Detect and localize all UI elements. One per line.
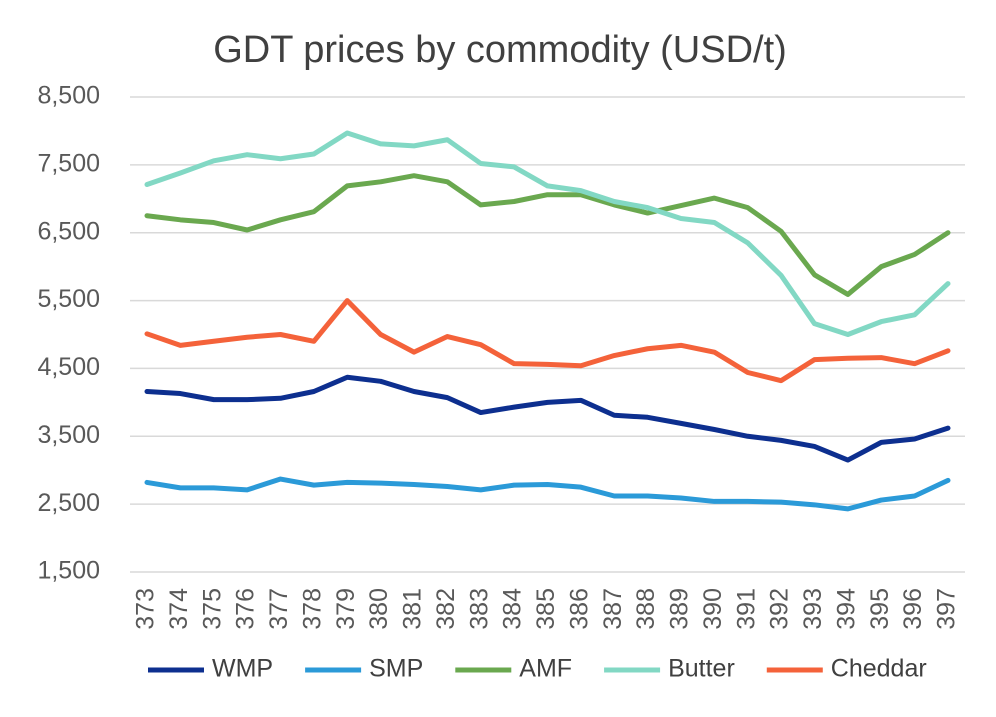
legend-label: WMP [212, 655, 273, 683]
x-tick-label: 389 [666, 588, 694, 630]
y-tick-label: 8,500 [37, 82, 100, 110]
y-tick-label: 2,500 [37, 489, 100, 517]
x-tick-label: 392 [766, 588, 794, 630]
chart-title: GDT prices by commodity (USD/t) [213, 29, 787, 71]
legend-label: Cheddar [831, 655, 927, 683]
x-tick-label: 376 [232, 588, 260, 630]
x-tick-label: 378 [298, 588, 326, 630]
y-tick-label: 6,500 [37, 217, 100, 245]
x-tick-label: 373 [132, 588, 160, 630]
x-tick-label: 395 [866, 588, 894, 630]
x-tick-label: 394 [832, 588, 860, 630]
x-tick-label: 397 [933, 588, 961, 630]
x-tick-label: 396 [899, 588, 927, 630]
y-tick-label: 3,500 [37, 421, 100, 449]
x-tick-label: 386 [565, 588, 593, 630]
x-tick-label: 379 [332, 588, 360, 630]
legend-label: SMP [369, 655, 423, 683]
x-tick-label: 381 [399, 588, 427, 630]
series-line [144, 476, 951, 512]
x-tick-label: 383 [465, 588, 493, 630]
y-tick-label: 7,500 [37, 149, 100, 177]
x-tick-label: 390 [699, 588, 727, 630]
x-tick-label: 393 [799, 588, 827, 630]
x-tick-label: 391 [732, 588, 760, 630]
series-line [144, 374, 951, 463]
legend-label: Butter [668, 655, 735, 683]
series-line [144, 173, 951, 297]
x-tick-label: 384 [499, 588, 527, 630]
x-tick-label: 385 [532, 588, 560, 630]
x-tick-label: 388 [632, 588, 660, 630]
y-tick-label: 1,500 [37, 557, 100, 585]
y-tick-label: 4,500 [37, 353, 100, 381]
x-tick-label: 380 [365, 588, 393, 630]
x-tick-label: 374 [165, 588, 193, 630]
x-tick-label: 387 [599, 588, 627, 630]
x-tick-label: 377 [265, 588, 293, 630]
y-tick-label: 5,500 [37, 285, 100, 313]
series-line [144, 130, 951, 337]
x-tick-label: 382 [432, 588, 460, 630]
legend-label: AMF [519, 655, 572, 683]
series-line [144, 298, 951, 384]
x-tick-label: 375 [198, 588, 226, 630]
